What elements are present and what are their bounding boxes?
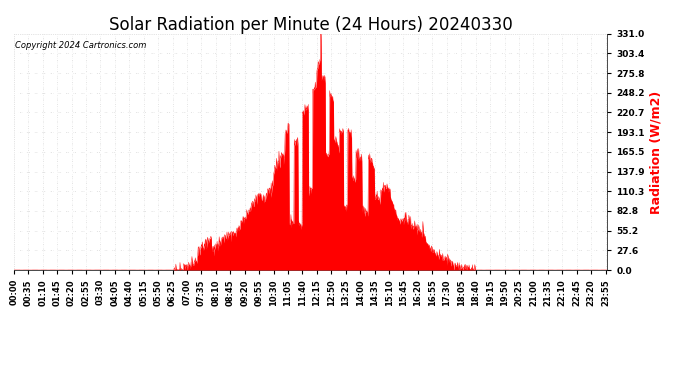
Title: Solar Radiation per Minute (24 Hours) 20240330: Solar Radiation per Minute (24 Hours) 20…	[108, 16, 513, 34]
Y-axis label: Radiation (W/m2): Radiation (W/m2)	[649, 90, 662, 213]
Text: Copyright 2024 Cartronics.com: Copyright 2024 Cartronics.com	[15, 41, 146, 50]
